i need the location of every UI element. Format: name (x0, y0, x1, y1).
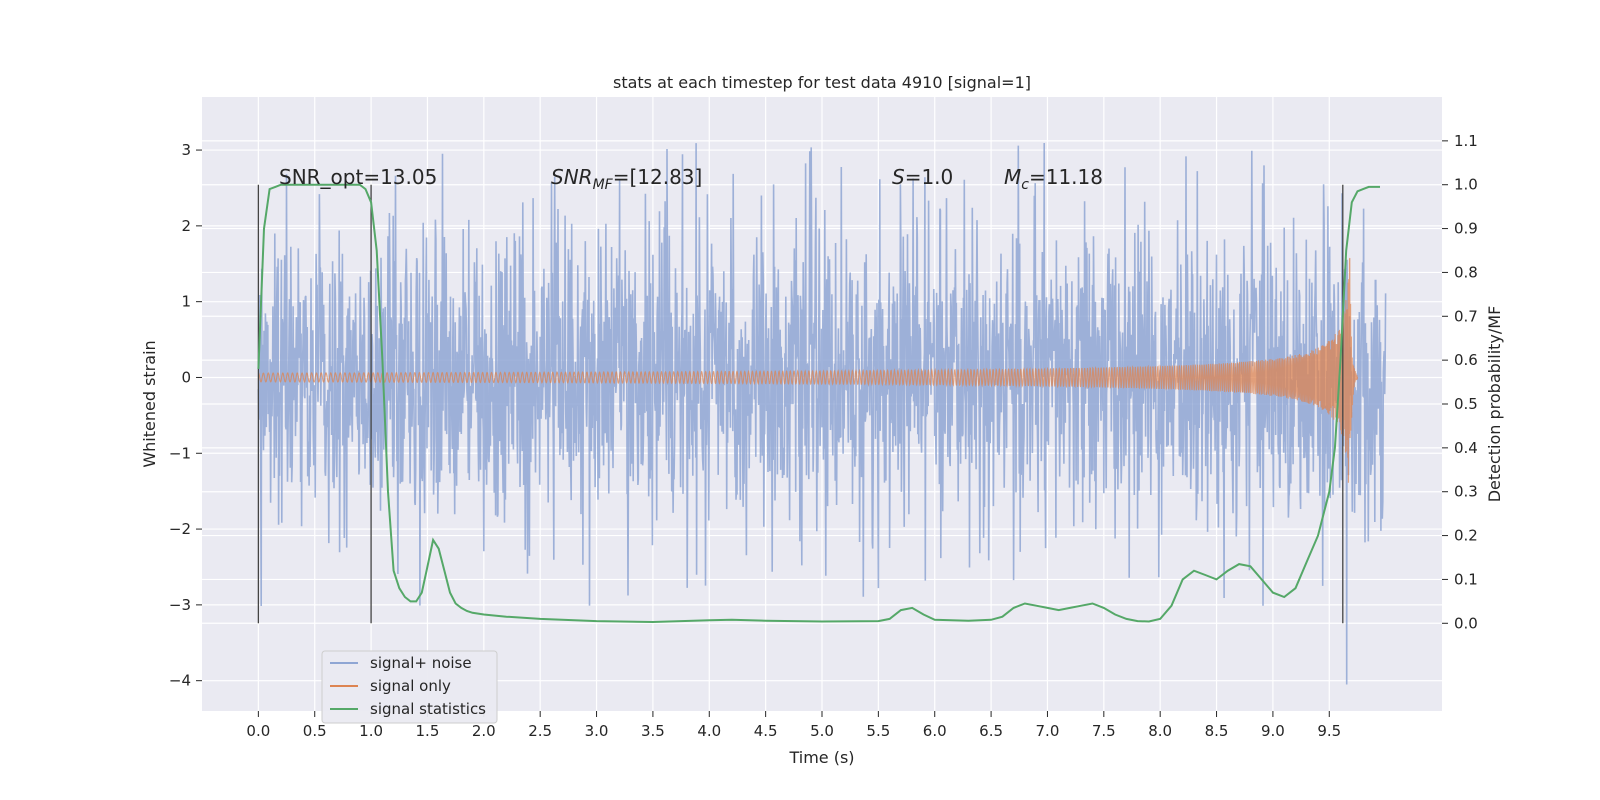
y-tick-label: −1 (169, 444, 191, 462)
x-tick-label: 6.0 (923, 722, 947, 740)
annotation-snr-opt: SNR_opt=13.05 (279, 165, 437, 189)
x-tick-label: 9.0 (1261, 722, 1285, 740)
x-tick-label: 9.5 (1317, 722, 1341, 740)
annotation-snr-mf-main: SNR (551, 165, 593, 189)
legend-box (321, 650, 498, 724)
y-right-tick-label: 0.5 (1454, 395, 1478, 413)
vertical-markers (257, 184, 1344, 624)
y-right-tick-label: 0.7 (1454, 307, 1478, 325)
x-tick-label: 2.0 (472, 722, 496, 740)
x-tick-label: 1.0 (359, 722, 383, 740)
annotation-snr-mf-value: =[12.83] (613, 165, 703, 189)
y-axis-right-label: Detection probability/MF (1485, 306, 1504, 503)
y-axis-right-ticks: 1.1 1.0 0.9 0.8 0.7 0.6 0.5 0.4 0.3 0.2 0.1 0.0 (1442, 132, 1478, 632)
y-right-tick-label: 0.4 (1454, 439, 1478, 457)
x-tick-label: 7.0 (1036, 722, 1060, 740)
legend-label-signal-statistics: signal statistics (370, 700, 486, 718)
annotation-s: S=1.0 (892, 165, 953, 189)
annotation-s-main: S (892, 165, 905, 189)
x-tick-label: 5.5 (866, 722, 890, 740)
y-tick-label: 3 (181, 141, 191, 159)
x-tick-label: 3.5 (641, 722, 665, 740)
x-tick-label: 8.0 (1148, 722, 1172, 740)
x-tick-label: 1.5 (416, 722, 440, 740)
x-axis-label: Time (s) (788, 748, 854, 767)
y-axis-ticks: 3 2 1 0 −1 −2 −3 −4 (169, 141, 202, 690)
annotation-mc-value: =11.18 (1029, 165, 1103, 189)
y-tick-label: 2 (181, 217, 191, 235)
y-right-tick-label: 0.1 (1454, 570, 1478, 588)
y-tick-label: 1 (181, 293, 191, 311)
y-tick-label: −2 (169, 520, 191, 538)
x-tick-label: 0.0 (246, 722, 270, 740)
y-right-tick-label: 0.9 (1454, 220, 1478, 238)
y-right-tick-label: 1.0 (1454, 176, 1478, 194)
y-tick-label: −4 (169, 672, 191, 690)
x-tick-label: 3.0 (585, 722, 609, 740)
annotation-mc: Mc=11.18 (1004, 165, 1103, 193)
y-tick-label: −3 (169, 596, 191, 614)
y-right-tick-label: 0.2 (1454, 527, 1478, 545)
x-tick-label: 4.5 (754, 722, 778, 740)
y-axis-label: Whitened strain (140, 340, 159, 467)
series-signal-plus-noise (257, 142, 1387, 685)
annotation-snr-mf-sub: MF (593, 177, 614, 193)
annotation-s-value: =1.0 (905, 165, 954, 189)
legend: signal+ noise signal only signal statist… (321, 650, 498, 724)
legend-label-signal-only: signal only (370, 677, 451, 695)
series-signal-statistics (257, 183, 1380, 624)
y-right-tick-label: 0.8 (1454, 263, 1478, 281)
y-right-tick-label: 0.0 (1454, 614, 1478, 632)
x-tick-label: 5.0 (810, 722, 834, 740)
x-tick-label: 7.5 (1092, 722, 1116, 740)
x-tick-label: 6.5 (979, 722, 1003, 740)
annotation-mc-sub: c (1021, 177, 1029, 193)
chart-title: stats at each timestep for test data 491… (613, 73, 1031, 92)
x-axis-ticks: 0.0 0.5 1.0 1.5 2.0 2.5 3.0 3.5 4.0 4.5 5.0 5.5 6.0 6… (246, 711, 1341, 740)
annotation-mc-main: M (1004, 165, 1021, 189)
x-tick-label: 4.0 (697, 722, 721, 740)
legend-label-signal-plus-noise: signal+ noise (370, 654, 472, 672)
x-tick-label: 2.5 (528, 722, 552, 740)
y-right-tick-label: 1.1 (1454, 132, 1478, 150)
series-signal-only (258, 257, 1359, 483)
x-tick-label: 8.5 (1205, 722, 1229, 740)
y-tick-label: 0 (181, 368, 191, 386)
x-tick-label: 0.5 (303, 722, 327, 740)
y-right-tick-label: 0.6 (1454, 351, 1478, 369)
annotation-snr-mf: SNRMF=[12.83] (551, 165, 702, 193)
y-right-tick-label: 0.3 (1454, 483, 1478, 501)
